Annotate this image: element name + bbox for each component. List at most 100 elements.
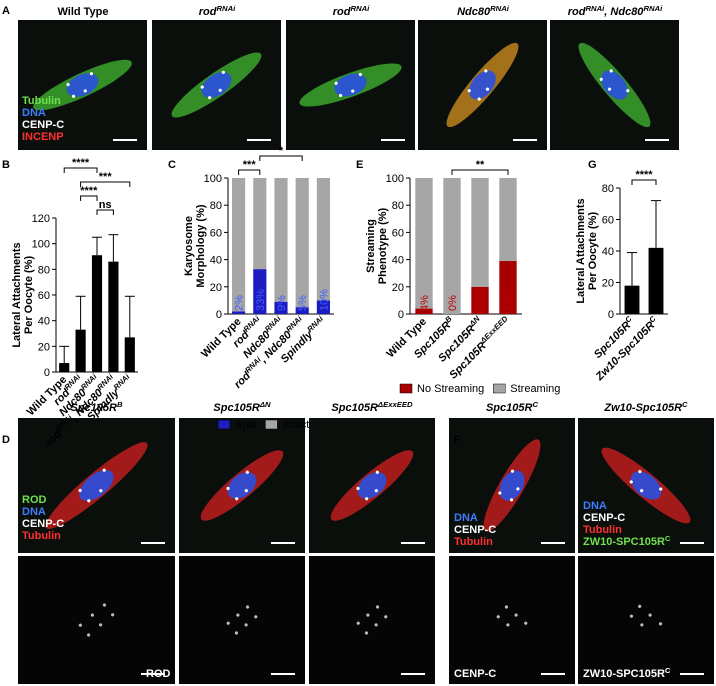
bar-segment [295, 178, 309, 308]
nucleus [79, 469, 114, 502]
micrograph [179, 556, 305, 684]
bar-segment [415, 308, 433, 314]
significance-bracket [631, 179, 657, 185]
panel-title: Zw10-Spc105RC [603, 400, 688, 415]
superscript: C [665, 534, 671, 543]
kinetochore [365, 497, 369, 501]
nucleus [357, 472, 387, 499]
kinetochore [599, 77, 603, 81]
value-label: 0% [447, 295, 459, 311]
cell [200, 450, 284, 521]
kinetochore [102, 468, 106, 472]
cell [483, 439, 541, 532]
kinetochore [102, 603, 107, 607]
kinetochore [235, 497, 239, 501]
bar-segment [499, 178, 517, 261]
bar-segment [274, 178, 288, 302]
kinetochore [504, 605, 509, 609]
bar-segment [471, 286, 489, 314]
kinetochore [516, 487, 520, 491]
nucleus [469, 70, 496, 100]
y-tick-label: 0 [216, 309, 222, 321]
error-bar [627, 252, 637, 286]
panel-title: rodRNAi [333, 4, 370, 19]
channel-label: CENP-C [454, 668, 496, 680]
label-part: Ndc80 [457, 6, 491, 18]
kinetochore [66, 82, 70, 87]
label-part: Tubulin [22, 530, 61, 542]
kinetochore [86, 633, 91, 637]
y-tick-label: 100 [386, 173, 404, 185]
significance-label: ** [476, 159, 485, 171]
cell [226, 605, 258, 635]
nucleus [66, 73, 99, 97]
kinetochore [375, 470, 379, 474]
cell [299, 63, 402, 107]
y-axis-label: Per Oocyte (%) [23, 256, 35, 335]
y-tick-label: 20 [38, 341, 50, 353]
superscript: RNAi [643, 4, 663, 13]
cell [446, 42, 519, 128]
kinetochore [236, 613, 240, 617]
kinetochore [514, 613, 518, 617]
significance-label: ns [99, 199, 112, 211]
bar [75, 329, 86, 372]
panel-letter: D [2, 434, 10, 446]
y-tick-label: 100 [204, 173, 222, 185]
y-axis-label: Karyosome [183, 216, 195, 276]
superscript: RNAi [263, 313, 283, 333]
cell [356, 605, 388, 635]
kinetochore [658, 622, 663, 626]
kinetochore [78, 488, 82, 493]
legend-swatch [493, 383, 506, 394]
panel-letter: A [2, 5, 10, 17]
kinetochore [366, 613, 370, 617]
label-part: CENP-C [583, 512, 625, 524]
superscript: RNAi [216, 4, 236, 13]
significance-bracket [80, 181, 131, 187]
label-part: Wild Type [57, 6, 108, 18]
value-label: 33% [255, 289, 267, 311]
error-bar [124, 295, 135, 338]
y-axis-label: Lateral Attachments [11, 242, 23, 347]
bar-segment [232, 178, 246, 312]
label-part: ZW10-SPC105R [583, 536, 665, 548]
label-part: CENP-C [454, 668, 496, 680]
panel-letter: G [588, 159, 597, 171]
error-bar [108, 234, 119, 262]
bar-segment [499, 260, 517, 314]
kinetochore [245, 470, 249, 474]
label-part: ZW10-SPC105R [583, 668, 665, 680]
cell [171, 52, 262, 118]
label-part: Spc105R [213, 402, 260, 414]
y-tick-label: 120 [32, 213, 50, 225]
superscript: RNAi [284, 313, 304, 333]
kinetochore [111, 613, 115, 617]
label-part: Tubulin [583, 524, 622, 536]
label-part: DNA [583, 500, 607, 512]
significance-label: *** [99, 171, 113, 183]
cell [629, 604, 663, 627]
bar-segment [316, 178, 330, 301]
bar-segment [253, 178, 267, 270]
panel-title: Spc105RC [486, 400, 538, 415]
stain-label: CENP-C [22, 518, 64, 530]
y-tick-label: 20 [210, 282, 222, 294]
significance-bracket [259, 155, 303, 161]
significance-bracket [63, 167, 98, 173]
kinetochore [244, 489, 248, 493]
value-label: 2% [234, 295, 246, 311]
stain-label: CENP-C [583, 512, 625, 524]
kinetochore [626, 89, 630, 93]
stain-label: DNA [454, 512, 478, 524]
bar [124, 337, 135, 372]
bar-segment [295, 307, 309, 314]
superscript: ΔN [259, 400, 271, 409]
label-part: DNA [22, 506, 46, 518]
stain-label: Tubulin [22, 530, 61, 542]
y-tick-label: 60 [38, 290, 50, 302]
label-part: Tubulin [454, 536, 493, 548]
stain-label: CENP-C [454, 524, 496, 536]
label-part: CENP-C [22, 518, 64, 530]
label-part: , Ndc80 [603, 6, 644, 18]
